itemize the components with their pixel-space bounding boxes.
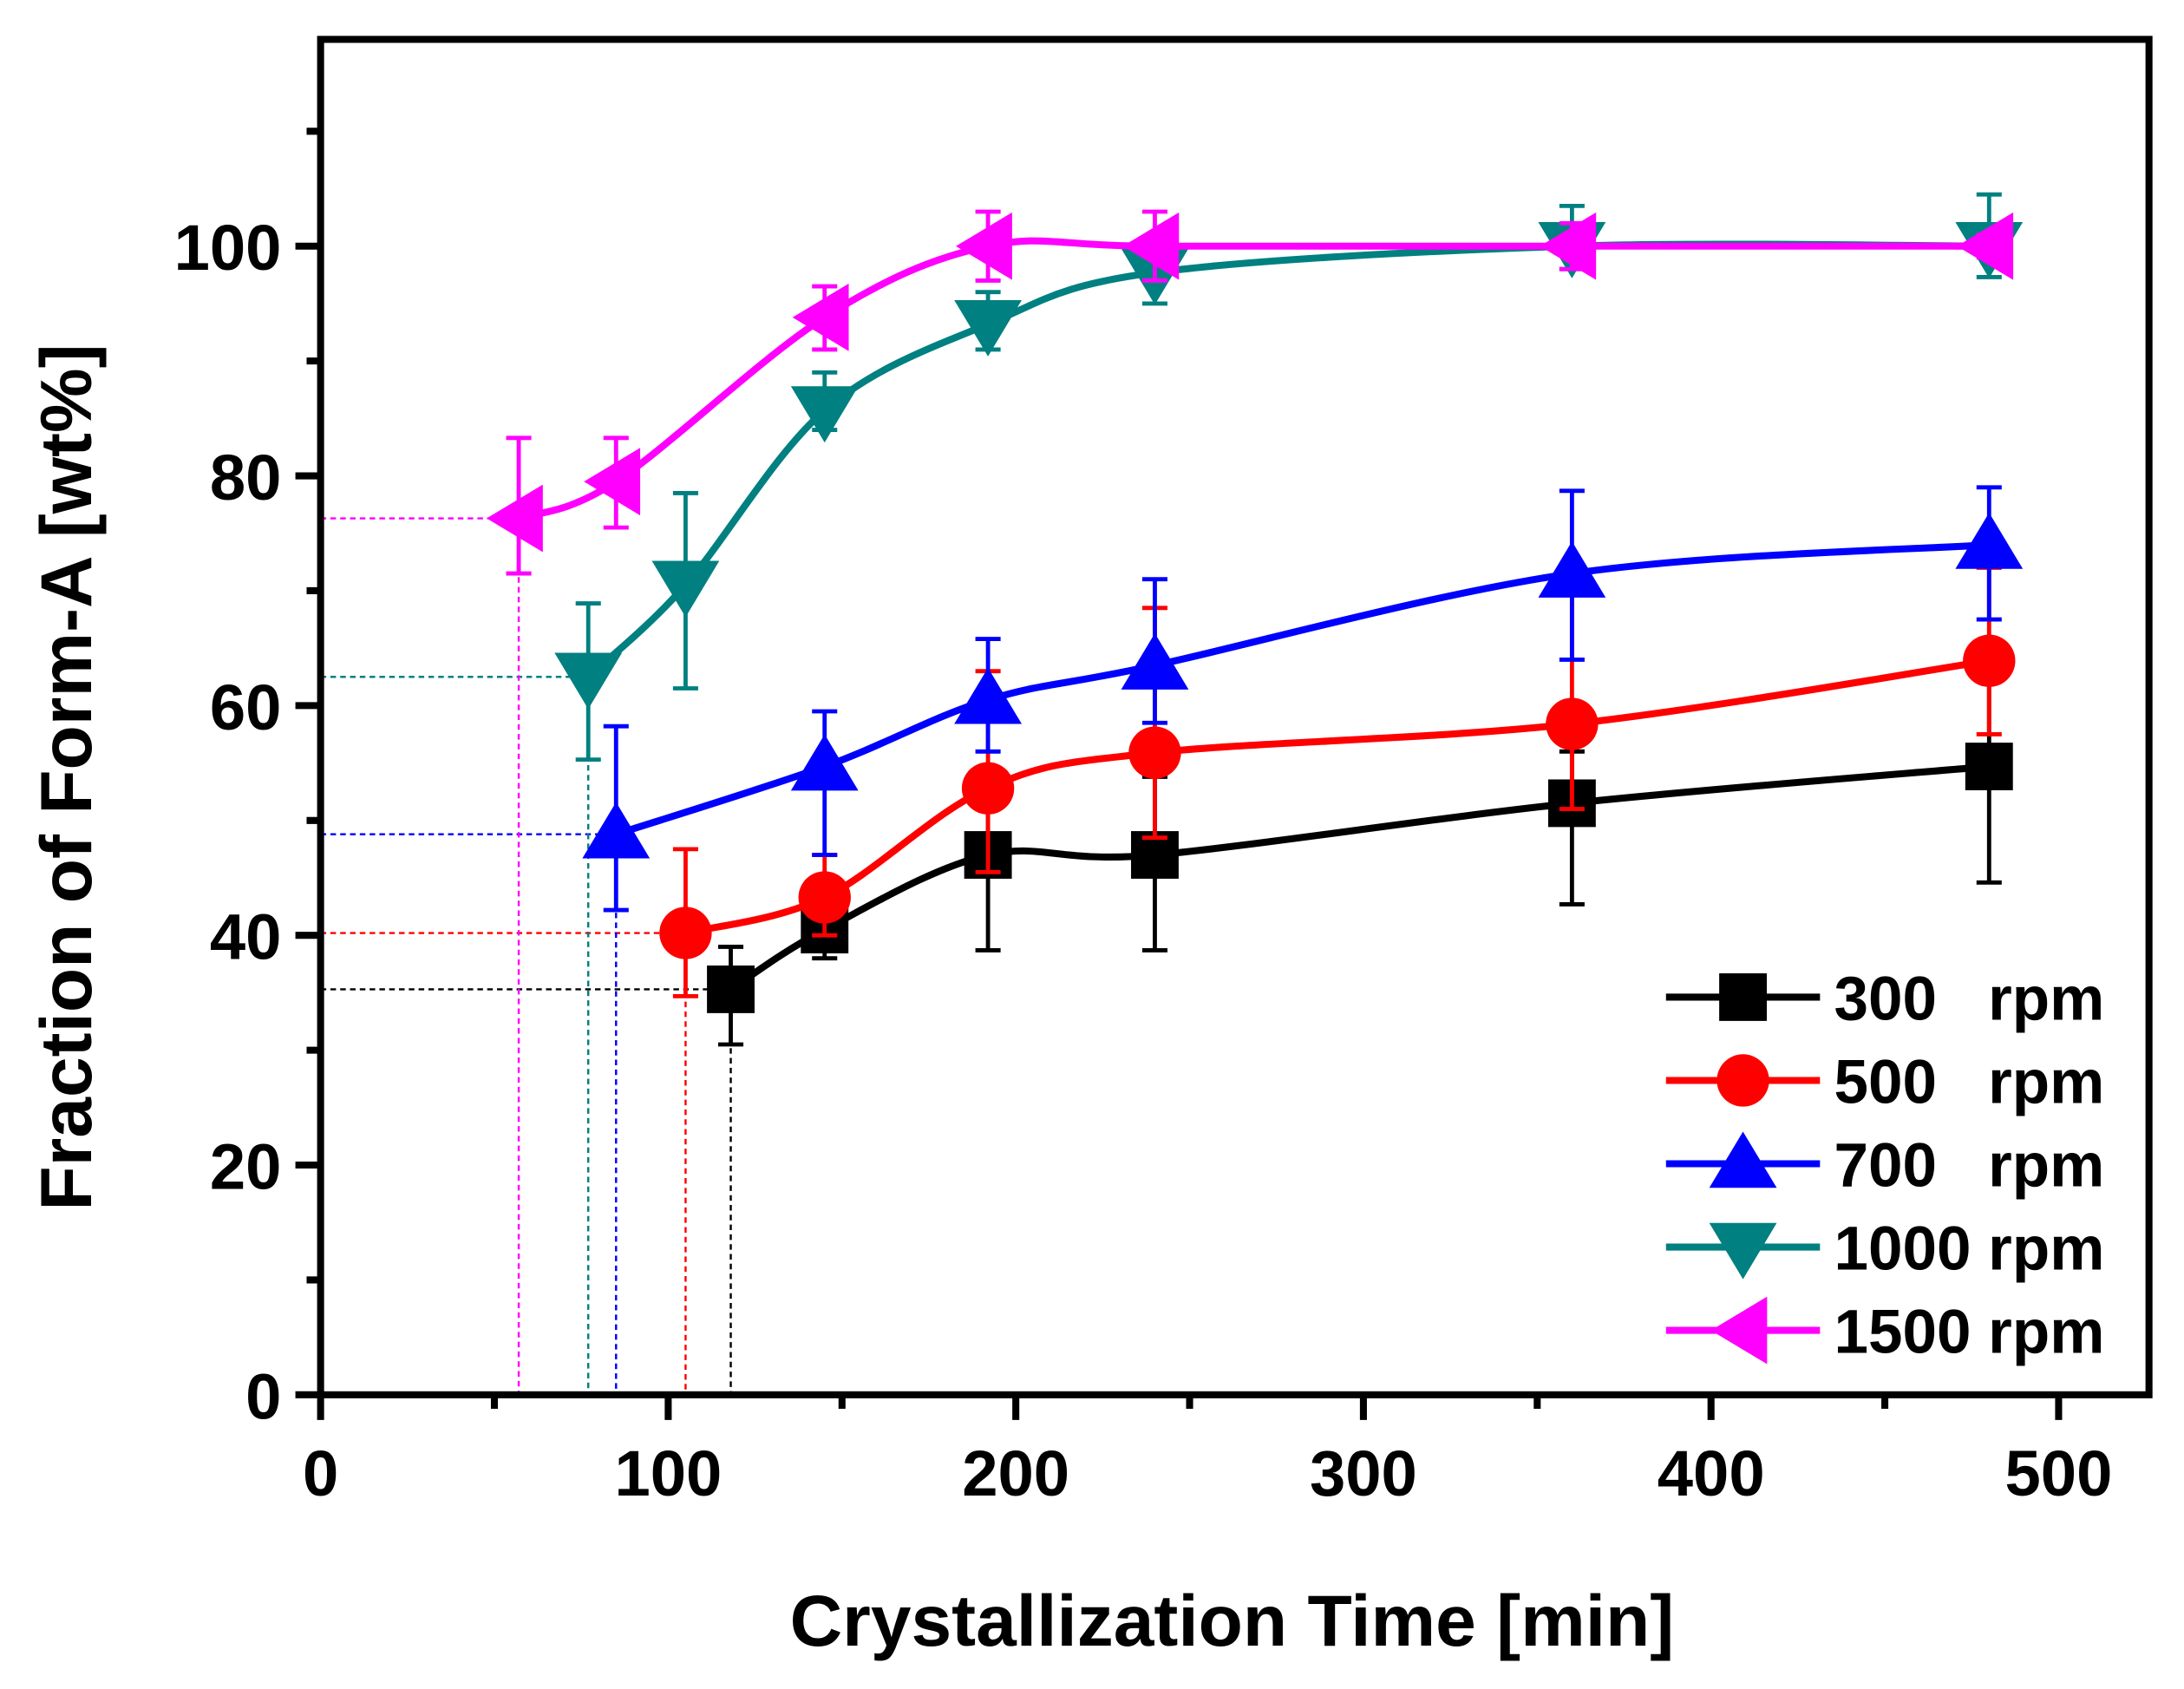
marker-triangle-left [792,283,849,351]
marker-triangle-up [1709,1131,1777,1188]
marker-triangle-left [956,212,1012,280]
series-line [615,540,1990,838]
ticks: 0 100 200 300 400 500 0 20 40 60 80 100 [174,128,2113,1509]
plot-frame [317,36,2153,1398]
marker-triangle-down [651,560,720,618]
marker-triangle-down [954,299,1022,357]
series-300-rpm [707,671,2013,1047]
x-tick-label: 200 [962,1437,1069,1509]
marker-triangle-up [790,734,859,791]
legend-item: 500 rpm [1665,1048,2104,1116]
y-tick-label: 60 [210,671,282,743]
marker-triangle-left [487,484,543,553]
x-tick-label: 0 [303,1437,338,1509]
legend-label: 700 rpm [1834,1131,2104,1200]
marker-circle [1716,1054,1769,1107]
y-tick-label: 40 [210,901,282,973]
y-axis-label: Fraction of Form-A [wt%] [25,344,107,1210]
series-line [585,240,1990,680]
marker-triangle-down [790,386,859,443]
series-line [729,763,1990,992]
series-layer [487,192,2024,1047]
legend-label: 1500 rpm [1834,1298,2104,1366]
legend-item: 1500 rpm [1665,1296,2104,1366]
marker-triangle-down [554,652,623,710]
legend-label: 1000 rpm [1834,1214,2104,1283]
marker-circle [1128,726,1181,779]
marker-square [1719,972,1767,1021]
marker-triangle-up [1955,512,2024,569]
y-tick-label: 0 [245,1360,281,1432]
series-line [517,237,1990,522]
marker-square [1965,743,2013,790]
legend-item: 1000 rpm [1665,1214,2104,1283]
marker-triangle-left [1122,212,1180,280]
x-axis-label: Crystallization Time [min] [790,1580,1675,1661]
marker-triangle-up [582,802,651,859]
series-700-rpm [582,485,2024,913]
x-tick-label: 300 [1310,1437,1417,1509]
series-1500-rpm [487,209,2014,576]
x-tick-label: 400 [1658,1437,1765,1509]
marker-triangle-down [1709,1222,1777,1280]
axes [317,36,2153,1398]
marker-triangle-left [1957,212,2014,280]
legend: 300 rpm 500 rpm 700 rpm 1000 rpm 1500 rpm [1665,965,2104,1366]
marker-triangle-left [584,448,641,516]
marker-circle [1546,697,1599,750]
marker-circle [659,907,712,959]
x-tick-label: 500 [2005,1437,2113,1509]
y-tick-label: 20 [210,1130,282,1202]
marker-circle [798,871,851,924]
marker-circle [1963,634,2016,687]
marker-triangle-up [954,667,1022,724]
legend-item: 700 rpm [1665,1131,2104,1200]
guide-lines [320,517,732,1395]
legend-label: 300 rpm [1834,965,2104,1033]
y-tick-label: 100 [174,212,282,284]
marker-square [707,965,755,1013]
marker-triangle-up [1538,541,1606,598]
marker-triangle-left [1710,1296,1768,1365]
legend-item: 300 rpm [1665,965,2104,1033]
legend-label: 500 rpm [1834,1048,2104,1116]
series-line [684,657,1990,937]
x-tick-label: 100 [614,1437,722,1509]
y-tick-label: 80 [210,442,282,514]
series-500-rpm [659,566,2016,998]
series-1000-rpm [554,192,2024,763]
marker-circle [961,762,1015,815]
marker-triangle-up [1121,632,1189,690]
marker-triangle-left [1540,212,1597,280]
